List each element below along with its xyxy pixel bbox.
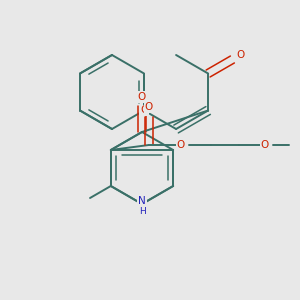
Text: O: O: [140, 106, 148, 116]
Text: O: O: [236, 50, 244, 60]
Text: O: O: [177, 140, 185, 150]
Text: O: O: [145, 102, 153, 112]
Text: H: H: [139, 208, 145, 217]
Text: N: N: [138, 196, 146, 206]
Text: O: O: [138, 92, 146, 102]
Text: O: O: [261, 140, 269, 150]
